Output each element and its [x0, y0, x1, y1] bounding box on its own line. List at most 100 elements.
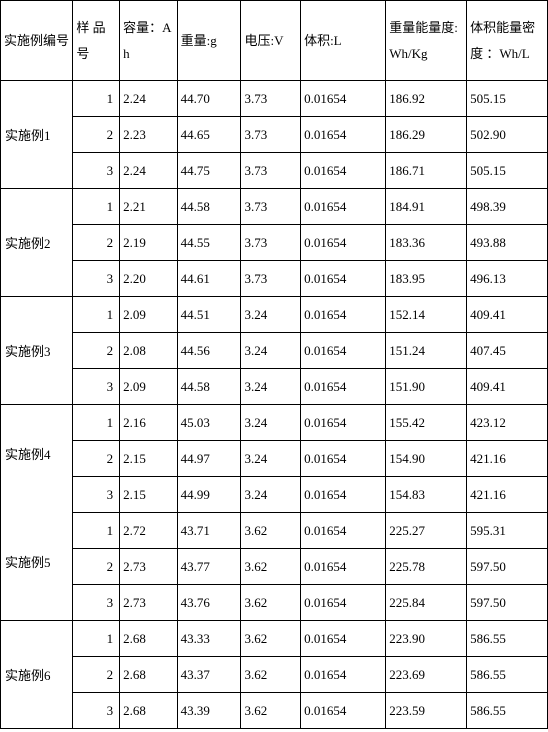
grav-density-value: 186.29 [386, 117, 467, 153]
table-row: 12.7243.713.620.01654225.27595.31 [1, 513, 548, 549]
header-example-no: 实施例编号 [1, 1, 73, 81]
voltage-value: 3.62 [241, 585, 301, 621]
weight-value: 43.39 [177, 693, 241, 729]
header-vol-density: 体积能量密 度 ：Wh/L [467, 1, 548, 81]
sample-no: 1 [73, 81, 120, 117]
weight-value: 44.97 [177, 441, 241, 477]
table-row: 实施例112.2444.703.730.01654186.92505.15 [1, 81, 548, 117]
example-label-text: 实施例5 [5, 555, 51, 571]
volume-value: 0.01654 [301, 153, 386, 189]
sample-no: 3 [73, 585, 120, 621]
volume-value: 0.01654 [301, 405, 386, 441]
volume-value: 0.01654 [301, 549, 386, 585]
table-row: 32.2444.753.730.01654186.71505.15 [1, 153, 548, 189]
weight-value: 44.75 [177, 153, 241, 189]
header-grav-density: 重量能量度:Wh/Kg [386, 1, 467, 81]
voltage-value: 3.73 [241, 261, 301, 297]
capacity-value: 2.15 [120, 441, 177, 477]
capacity-value: 2.08 [120, 333, 177, 369]
sample-no: 3 [73, 477, 120, 513]
sample-no: 1 [73, 189, 120, 225]
vol-density-value: 498.39 [467, 189, 548, 225]
sample-no: 3 [73, 369, 120, 405]
grav-density-value: 151.90 [386, 369, 467, 405]
capacity-value: 2.23 [120, 117, 177, 153]
vol-density-value: 595.31 [467, 513, 548, 549]
capacity-value: 2.09 [120, 297, 177, 333]
volume-value: 0.01654 [301, 225, 386, 261]
voltage-value: 3.24 [241, 333, 301, 369]
table-body: 实施例112.2444.703.730.01654186.92505.1522.… [1, 81, 548, 729]
volume-value: 0.01654 [301, 333, 386, 369]
volume-value: 0.01654 [301, 369, 386, 405]
weight-value: 44.61 [177, 261, 241, 297]
sample-no: 1 [73, 513, 120, 549]
grav-density-value: 223.59 [386, 693, 467, 729]
table-row: 22.1544.973.240.01654154.90421.16 [1, 441, 548, 477]
example-label: 实施例2 [1, 189, 73, 297]
vol-density-value: 493.88 [467, 225, 548, 261]
weight-value: 45.03 [177, 405, 241, 441]
volume-value: 0.01654 [301, 189, 386, 225]
capacity-value: 2.16 [120, 405, 177, 441]
volume-value: 0.01654 [301, 81, 386, 117]
table-row: 实施例612.6843.333.620.01654223.90586.55 [1, 621, 548, 657]
example-label: 实施例6 [1, 621, 73, 729]
voltage-value: 3.24 [241, 369, 301, 405]
table-row: 22.6843.373.620.01654223.69586.55 [1, 657, 548, 693]
volume-value: 0.01654 [301, 261, 386, 297]
voltage-value: 3.62 [241, 549, 301, 585]
weight-value: 44.55 [177, 225, 241, 261]
weight-value: 44.65 [177, 117, 241, 153]
sample-no: 1 [73, 621, 120, 657]
grav-density-value: 184.91 [386, 189, 467, 225]
table-row: 实施例312.0944.513.240.01654152.14409.41 [1, 297, 548, 333]
capacity-value: 2.68 [120, 693, 177, 729]
table-row: 32.0944.583.240.01654151.90409.41 [1, 369, 548, 405]
grav-density-value: 225.84 [386, 585, 467, 621]
grav-density-value: 225.27 [386, 513, 467, 549]
grav-density-value: 151.24 [386, 333, 467, 369]
capacity-value: 2.72 [120, 513, 177, 549]
vol-density-value: 421.16 [467, 477, 548, 513]
volume-value: 0.01654 [301, 693, 386, 729]
table-row: 22.1944.553.730.01654183.36493.88 [1, 225, 548, 261]
header-volume: 体积:L [301, 1, 386, 81]
vol-density-value: 505.15 [467, 81, 548, 117]
volume-value: 0.01654 [301, 585, 386, 621]
capacity-value: 2.21 [120, 189, 177, 225]
sample-no: 2 [73, 333, 120, 369]
grav-density-value: 152.14 [386, 297, 467, 333]
vol-density-value: 502.90 [467, 117, 548, 153]
weight-value: 43.76 [177, 585, 241, 621]
vol-density-value: 407.45 [467, 333, 548, 369]
table-row: 32.2044.613.730.01654183.95496.13 [1, 261, 548, 297]
capacity-value: 2.68 [120, 621, 177, 657]
capacity-value: 2.24 [120, 81, 177, 117]
weight-value: 43.77 [177, 549, 241, 585]
table-row: 实施例4实施例512.1645.033.240.01654155.42423.1… [1, 405, 548, 441]
grav-density-value: 154.90 [386, 441, 467, 477]
voltage-value: 3.73 [241, 153, 301, 189]
volume-value: 0.01654 [301, 477, 386, 513]
sample-no: 2 [73, 549, 120, 585]
weight-value: 44.58 [177, 369, 241, 405]
volume-value: 0.01654 [301, 441, 386, 477]
voltage-value: 3.62 [241, 657, 301, 693]
table-row: 22.0844.563.240.01654151.24407.45 [1, 333, 548, 369]
capacity-value: 2.09 [120, 369, 177, 405]
sample-no: 3 [73, 261, 120, 297]
grav-density-value: 183.95 [386, 261, 467, 297]
table-header-row: 实施例编号 样 品号 容量：Ah 重量:g 电压:V 体积:L 重量能量度:Wh… [1, 1, 548, 81]
header-weight: 重量:g [177, 1, 241, 81]
voltage-value: 3.24 [241, 441, 301, 477]
vol-density-value: 421.16 [467, 441, 548, 477]
vol-density-value: 409.41 [467, 369, 548, 405]
vol-density-value: 597.50 [467, 585, 548, 621]
vol-density-value: 423.12 [467, 405, 548, 441]
grav-density-value: 183.36 [386, 225, 467, 261]
weight-value: 44.99 [177, 477, 241, 513]
header-capacity: 容量：Ah [120, 1, 177, 81]
vol-density-value: 586.55 [467, 621, 548, 657]
grav-density-value: 223.90 [386, 621, 467, 657]
